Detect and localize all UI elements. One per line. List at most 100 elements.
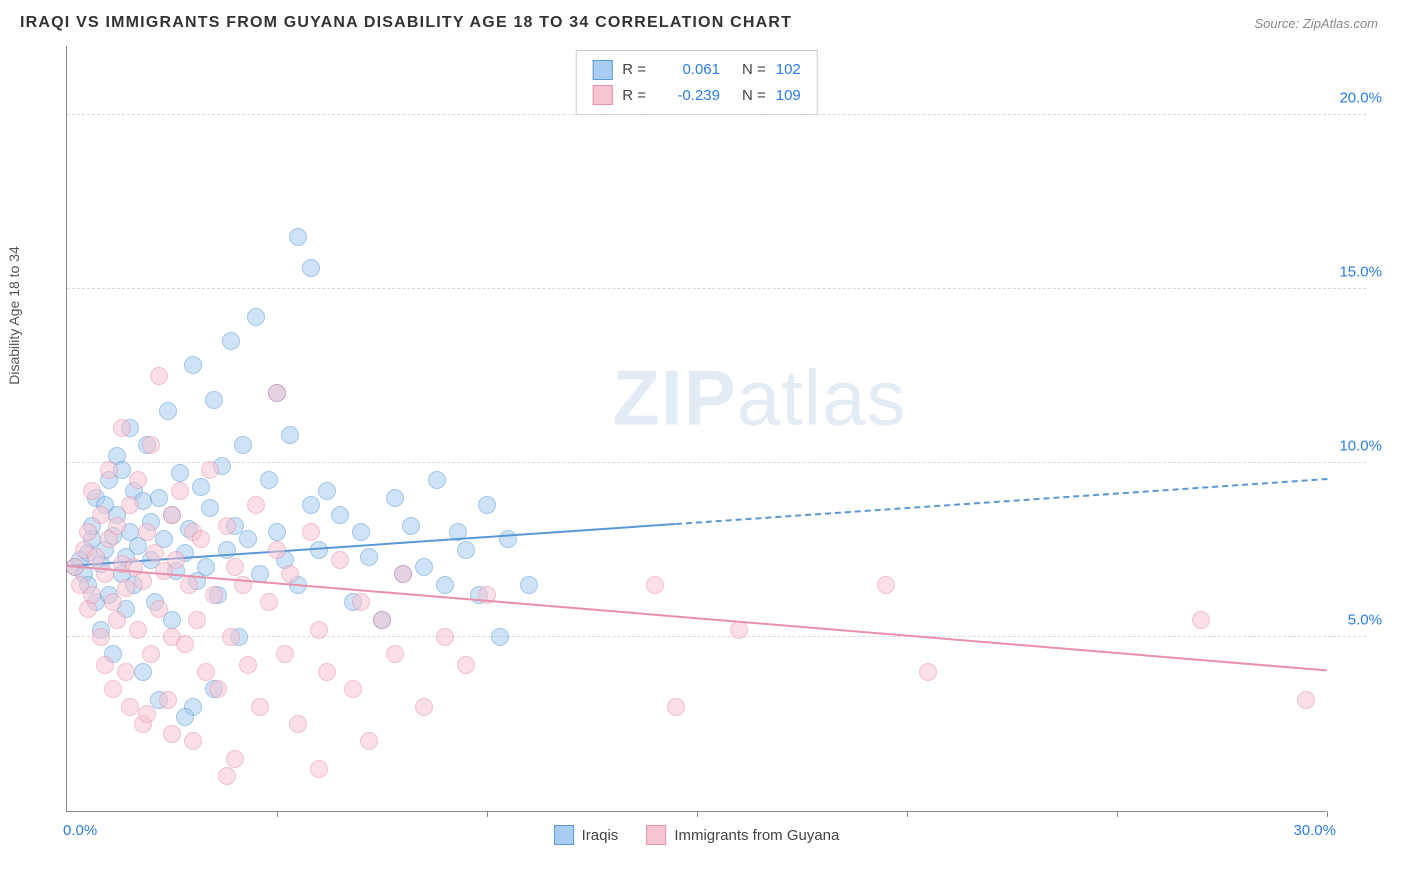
scatter-point xyxy=(142,436,160,454)
scatter-point xyxy=(92,506,110,524)
x-tick xyxy=(697,811,698,817)
scatter-point xyxy=(251,698,269,716)
plot-area: ZIPatlas R =0.061N =102R =-0.239N =109 0… xyxy=(66,46,1326,812)
scatter-point xyxy=(289,228,307,246)
scatter-point xyxy=(646,576,664,594)
scatter-point xyxy=(436,628,454,646)
scatter-point xyxy=(117,663,135,681)
stats-n-value: 109 xyxy=(776,83,801,109)
legend-item: Immigrants from Guyana xyxy=(646,825,839,845)
scatter-point xyxy=(360,548,378,566)
scatter-point xyxy=(192,530,210,548)
scatter-point xyxy=(239,530,257,548)
scatter-point xyxy=(415,698,433,716)
scatter-point xyxy=(134,572,152,590)
legend-item: Iraqis xyxy=(554,825,619,845)
scatter-point xyxy=(209,680,227,698)
scatter-point xyxy=(150,600,168,618)
scatter-point xyxy=(218,517,236,535)
chart-container: Disability Age 18 to 34 ZIPatlas R =0.06… xyxy=(20,46,1386,846)
legend-swatch xyxy=(554,825,574,845)
scatter-point xyxy=(1297,691,1315,709)
stats-row: R =-0.239N =109 xyxy=(592,83,801,109)
scatter-point xyxy=(205,586,223,604)
scatter-point xyxy=(134,663,152,681)
scatter-point xyxy=(302,496,320,514)
x-tick xyxy=(487,811,488,817)
scatter-point xyxy=(289,715,307,733)
scatter-point xyxy=(247,308,265,326)
stats-r-label: R = xyxy=(622,83,646,109)
scatter-point xyxy=(310,621,328,639)
scatter-point xyxy=(260,471,278,489)
scatter-point xyxy=(877,576,895,594)
stats-swatch xyxy=(592,85,612,105)
scatter-point xyxy=(222,332,240,350)
scatter-point xyxy=(108,611,126,629)
x-tick xyxy=(1117,811,1118,817)
scatter-point xyxy=(104,593,122,611)
scatter-point xyxy=(318,482,336,500)
scatter-point xyxy=(310,760,328,778)
scatter-point xyxy=(171,482,189,500)
scatter-point xyxy=(247,496,265,514)
scatter-point xyxy=(386,489,404,507)
scatter-point xyxy=(730,621,748,639)
scatter-point xyxy=(201,461,219,479)
scatter-point xyxy=(104,680,122,698)
chart-title: IRAQI VS IMMIGRANTS FROM GUYANA DISABILI… xyxy=(20,14,792,32)
scatter-point xyxy=(188,611,206,629)
scatter-point xyxy=(197,663,215,681)
scatter-point xyxy=(344,680,362,698)
scatter-point xyxy=(239,656,257,674)
scatter-point xyxy=(92,628,110,646)
scatter-point xyxy=(87,548,105,566)
scatter-point xyxy=(96,656,114,674)
scatter-point xyxy=(159,402,177,420)
scatter-point xyxy=(386,645,404,663)
scatter-point xyxy=(129,621,147,639)
scatter-point xyxy=(302,259,320,277)
x-max-label: 30.0% xyxy=(1293,822,1336,839)
scatter-point xyxy=(100,461,118,479)
x-origin-label: 0.0% xyxy=(63,822,97,839)
stats-box: R =0.061N =102R =-0.239N =109 xyxy=(575,50,818,115)
scatter-point xyxy=(159,691,177,709)
scatter-point xyxy=(163,506,181,524)
regression-line xyxy=(67,565,1327,671)
scatter-point xyxy=(113,419,131,437)
scatter-point xyxy=(260,593,278,611)
gridline-h xyxy=(67,636,1366,637)
scatter-point xyxy=(268,384,286,402)
y-tick-label: 10.0% xyxy=(1339,437,1382,454)
scatter-point xyxy=(146,544,164,562)
scatter-point xyxy=(176,708,194,726)
scatter-point xyxy=(318,663,336,681)
scatter-point xyxy=(176,635,194,653)
stats-row: R =0.061N =102 xyxy=(592,57,801,83)
y-tick-label: 5.0% xyxy=(1348,611,1382,628)
scatter-point xyxy=(201,499,219,517)
legend-label: Iraqis xyxy=(582,827,619,844)
scatter-point xyxy=(1192,611,1210,629)
scatter-point xyxy=(226,558,244,576)
scatter-point xyxy=(79,523,97,541)
y-tick-label: 20.0% xyxy=(1339,89,1382,106)
scatter-point xyxy=(667,698,685,716)
scatter-point xyxy=(281,565,299,583)
scatter-point xyxy=(142,645,160,663)
scatter-point xyxy=(360,732,378,750)
scatter-point xyxy=(415,558,433,576)
source-attrib: Source: ZipAtlas.com xyxy=(1254,16,1378,31)
scatter-point xyxy=(331,506,349,524)
scatter-point xyxy=(184,732,202,750)
scatter-point xyxy=(222,628,240,646)
scatter-point xyxy=(331,551,349,569)
scatter-point xyxy=(167,551,185,569)
scatter-point xyxy=(138,523,156,541)
scatter-point xyxy=(171,464,189,482)
scatter-point xyxy=(138,705,156,723)
regression-line xyxy=(676,478,1327,525)
scatter-point xyxy=(478,496,496,514)
legend-swatch xyxy=(646,825,666,845)
